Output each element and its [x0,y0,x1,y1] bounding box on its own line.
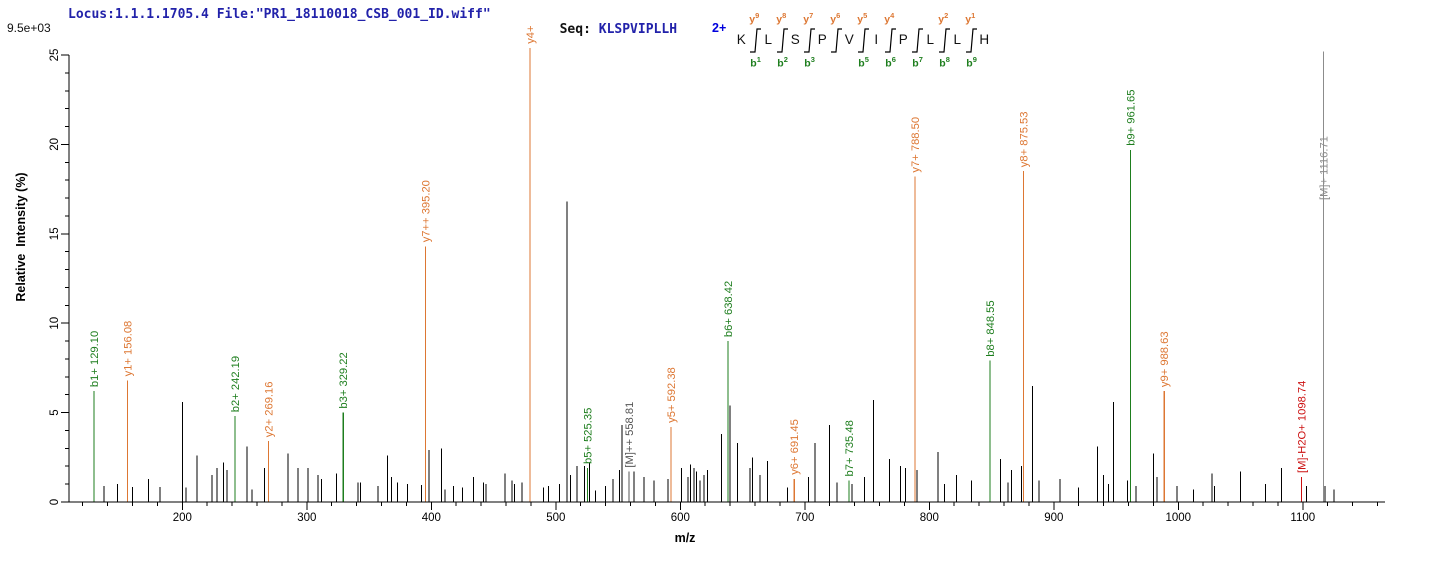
fragment-divider-2: y8 b2 [775,11,789,69]
b-ion-label: b1 [750,54,761,70]
x-tick-label: 200 [173,512,192,524]
b-ion-label: b3 [804,54,815,70]
seq-label: Seq: [559,22,591,37]
x-tick-label: 400 [422,512,441,524]
y-ion-label: y5 [857,11,868,26]
y-tick-label: 15 [49,227,61,240]
y-ion-label: y7 [803,11,814,26]
peak-label: y7+ 788.50 [910,117,922,173]
peak-label: y4+ [525,25,537,43]
fragment-divider-5: y5 b5 [856,11,870,69]
y-tick-label: 10 [49,317,61,330]
y-ion-label: y9 [749,11,760,26]
peak-label: y9+ 988.63 [1159,331,1171,387]
spectrum-header: Locus:1.1.1.1705.4 File:"PR1_18110018_CS… [68,7,677,52]
background-peaks [103,201,1335,502]
peak-label: b3+ 329.22 [338,352,350,408]
y-ion-label: y4 [884,11,895,26]
x-tick-label: 1000 [1166,512,1192,524]
x-tick-label: 500 [546,512,565,524]
intensity-scale-label: 9.5e+03 [7,21,51,35]
peak-label: y2+ 269.16 [263,382,275,438]
x-tick-label: 700 [795,512,814,524]
fragment-bracket-icon [912,28,924,53]
peak-label: y6+ 691.45 [789,419,801,475]
locus-file-label: Locus:1.1.1.1705.4 File:"PR1_18110018_CS… [68,7,491,22]
annotated-peaks: b1+ 129.10 y1+ 156.08 b2+ 242.19 y2+ 269.16… [89,25,1331,502]
peak-label: [M]+ 1116.71 [1319,136,1331,200]
precursor-charge: 2+ [712,21,727,35]
peak-label: y1+ 156.08 [123,321,135,377]
peak-label: y5+ 592.38 [666,367,678,423]
y-ion-label: y6 [830,11,841,26]
peak-label: b8+ 848.55 [985,300,997,356]
peak-label: b6+ 638.42 [723,281,735,337]
fragment-divider-3: y7 b3 [802,11,816,69]
residue-7: P [898,32,908,47]
b-ion-label: b7 [912,54,923,70]
fragment-divider-7: b7 [910,25,924,69]
axes: 200 300 400 500 600 700 800 900 1000 1100 0 5 10 15 20… [49,49,1385,524]
fragment-bracket-icon [885,28,897,53]
residue-6: I [874,32,879,47]
residue-2: L [764,32,773,47]
y-tick-label: 20 [49,138,61,151]
peak-label: y7++ 395.20 [420,180,432,242]
x-axis-title: m/z [674,531,696,545]
peak-label: [M]++ 558.81 [624,402,636,468]
fragment-divider-4: y6 [829,11,843,55]
fragment-divider-9: y1 b9 [964,11,978,69]
x-tick-label: 300 [297,512,316,524]
y-tick-label: 5 [49,409,61,415]
residue-8: L [926,32,935,47]
residue-10: H [979,32,990,47]
fragment-bracket-icon [966,28,978,53]
residue-4: P [817,32,827,47]
y-tick-label: 25 [49,49,61,62]
x-tick-label: 1100 [1290,512,1315,524]
y-tick-label: 0 [49,499,61,505]
fragment-divider-1: y9 b1 [748,11,762,69]
x-tick-label: 800 [920,512,939,524]
b-ion-label: b2 [777,54,788,70]
b-ion-label: b6 [885,54,896,70]
y-ion-label: y8 [776,11,787,26]
peak-label: b7+ 735.48 [844,420,856,476]
fragment-bracket-icon [750,28,762,53]
fragment-bracket-icon [939,28,951,53]
fragment-bracket-icon [831,28,843,53]
peak-label: [M]-H2O+ 1098.74 [1296,381,1308,473]
fragment-bracket-icon [804,28,816,53]
y-ion-label: y1 [965,11,976,26]
b-ion-label: b8 [939,54,950,70]
residue-1: K [736,32,746,47]
fragment-divider-8: y2 b8 [937,11,951,69]
fragment-bracket-icon [858,28,870,53]
fragment-bracket-icon [777,28,789,53]
seq-value: KLSPVIPLLH [598,22,678,37]
peak-label: b1+ 129.10 [89,331,101,387]
peak-label: b5+ 525.35 [582,408,594,464]
residue-3: S [790,32,800,47]
peak-label: b9+ 961.65 [1126,89,1138,145]
y-ion-label: y2 [938,11,949,26]
b-ion-label: b9 [966,54,977,70]
x-tick-label: 600 [671,512,690,524]
b-ion-label: b5 [858,54,869,70]
residue-9: L [953,32,962,47]
fragment-divider-6: y4 b6 [883,11,897,69]
residue-5: V [844,32,854,47]
peak-label: y8+ 875.53 [1018,112,1030,168]
peak-label: b2+ 242.19 [230,356,242,412]
x-tick-label: 900 [1044,512,1063,524]
